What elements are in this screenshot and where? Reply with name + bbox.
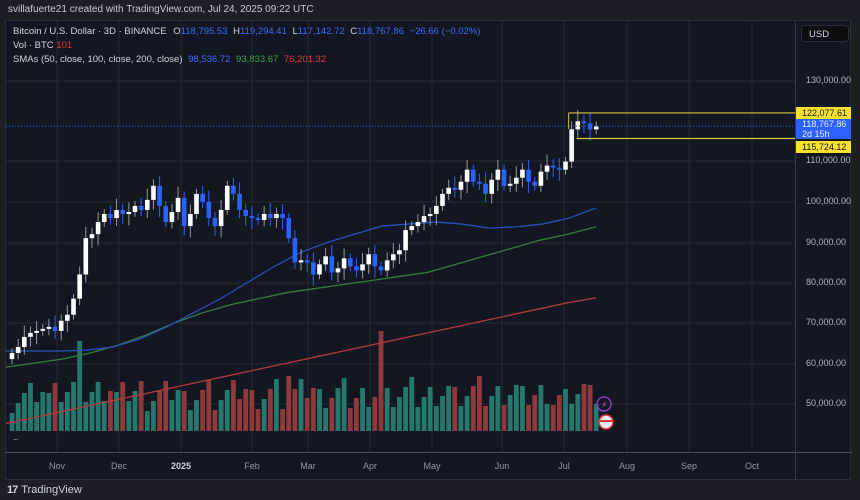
footer-branding: 17 TradingView <box>7 484 82 496</box>
tradingview-brand: TradingView <box>21 484 82 496</box>
time-label: Dec <box>110 461 128 471</box>
time-label: Nov <box>48 461 66 471</box>
price-tick: 90,000.00 <box>806 237 847 247</box>
chart-legend: Bitcoin / U.S. Dollar · 3D · BINANCE O11… <box>13 25 480 67</box>
range-low-price-tag: 115,724.12 <box>796 141 851 153</box>
range-high-price-tag: 122,077.61 <box>796 107 851 119</box>
close-value: 118,767.86 <box>357 26 404 37</box>
sma-label: SMAs (50, close, 100, close, 200, close) <box>13 54 183 65</box>
svg-text:⚡: ⚡ <box>601 401 607 411</box>
sma50-value: 98,536.72 <box>188 54 231 65</box>
time-label: Jun <box>494 461 510 471</box>
open-value: 118,795.53 <box>180 26 228 37</box>
open-label: O <box>173 26 181 37</box>
candle-countdown: 2d 15h <box>802 128 830 139</box>
legend-volume-row[interactable]: Vol · BTC 101 <box>13 39 480 53</box>
sma100-value: 93,833.67 <box>236 54 279 65</box>
more-indicators-button[interactable]: ... <box>13 432 18 442</box>
legend-sma-row[interactable]: SMAs (50, close, 100, close, 200, close)… <box>13 53 480 67</box>
price-tick: 100,000.00 <box>806 196 852 206</box>
chart-credit: svillafuerte21 created with TradingView.… <box>8 4 314 15</box>
chart-container: ⚡ Bitcoin / U.S. Dollar · 3D · BINANCE O… <box>5 20 852 481</box>
symbol-title[interactable]: Bitcoin / U.S. Dollar · 3D · BINANCE <box>13 26 167 37</box>
economic-event-icon <box>596 396 612 412</box>
low-label: L <box>292 26 298 37</box>
time-label: Sep <box>680 461 698 471</box>
time-label: Feb <box>244 461 260 471</box>
price-tick: 60,000.00 <box>806 358 847 368</box>
time-label: May <box>423 461 441 471</box>
time-label: Mar <box>300 461 316 471</box>
axis-corner <box>795 452 852 481</box>
price-tick: 110,000.00 <box>806 155 851 165</box>
price-tick: 50,000.00 <box>806 398 847 408</box>
change-value: −26.66 (−0.02%) <box>409 26 481 37</box>
time-label: Aug <box>618 461 636 471</box>
time-label: 2025 <box>170 461 192 471</box>
close-label: C <box>350 26 358 37</box>
high-label: H <box>233 26 241 37</box>
price-tick: 70,000.00 <box>806 317 847 327</box>
current-price: 118,767.86 <box>802 119 847 129</box>
currency-button[interactable]: USD <box>801 25 849 42</box>
current-price-tag: 118,767.86 2d 15h <box>796 119 851 139</box>
low-value: 117,142.72 <box>297 26 345 37</box>
high-value: 119,294.41 <box>240 26 287 37</box>
price-chart[interactable]: ⚡ <box>6 21 795 452</box>
time-label: Jul <box>558 461 570 471</box>
time-label: Apr <box>362 461 378 471</box>
time-label: Oct <box>744 461 760 471</box>
legend-symbol-row[interactable]: Bitcoin / U.S. Dollar · 3D · BINANCE O11… <box>13 25 480 39</box>
time-axis[interactable]: Nov Dec 2025 Feb Mar Apr May Jun Jul Aug… <box>6 452 795 481</box>
price-axis[interactable]: USD 130,000.00 110,000.00 100,000.00 90,… <box>795 21 852 452</box>
tradingview-logo-icon: 17 <box>7 484 18 496</box>
price-tick: 80,000.00 <box>806 277 847 287</box>
plot-area[interactable]: ⚡ Bitcoin / U.S. Dollar · 3D · BINANCE O… <box>6 21 795 452</box>
price-tick: 130,000.00 <box>806 75 852 85</box>
volume-value: 101 <box>56 40 73 51</box>
volume-label: Vol · BTC <box>13 40 54 51</box>
sma200-value: 76,201.32 <box>283 54 327 65</box>
